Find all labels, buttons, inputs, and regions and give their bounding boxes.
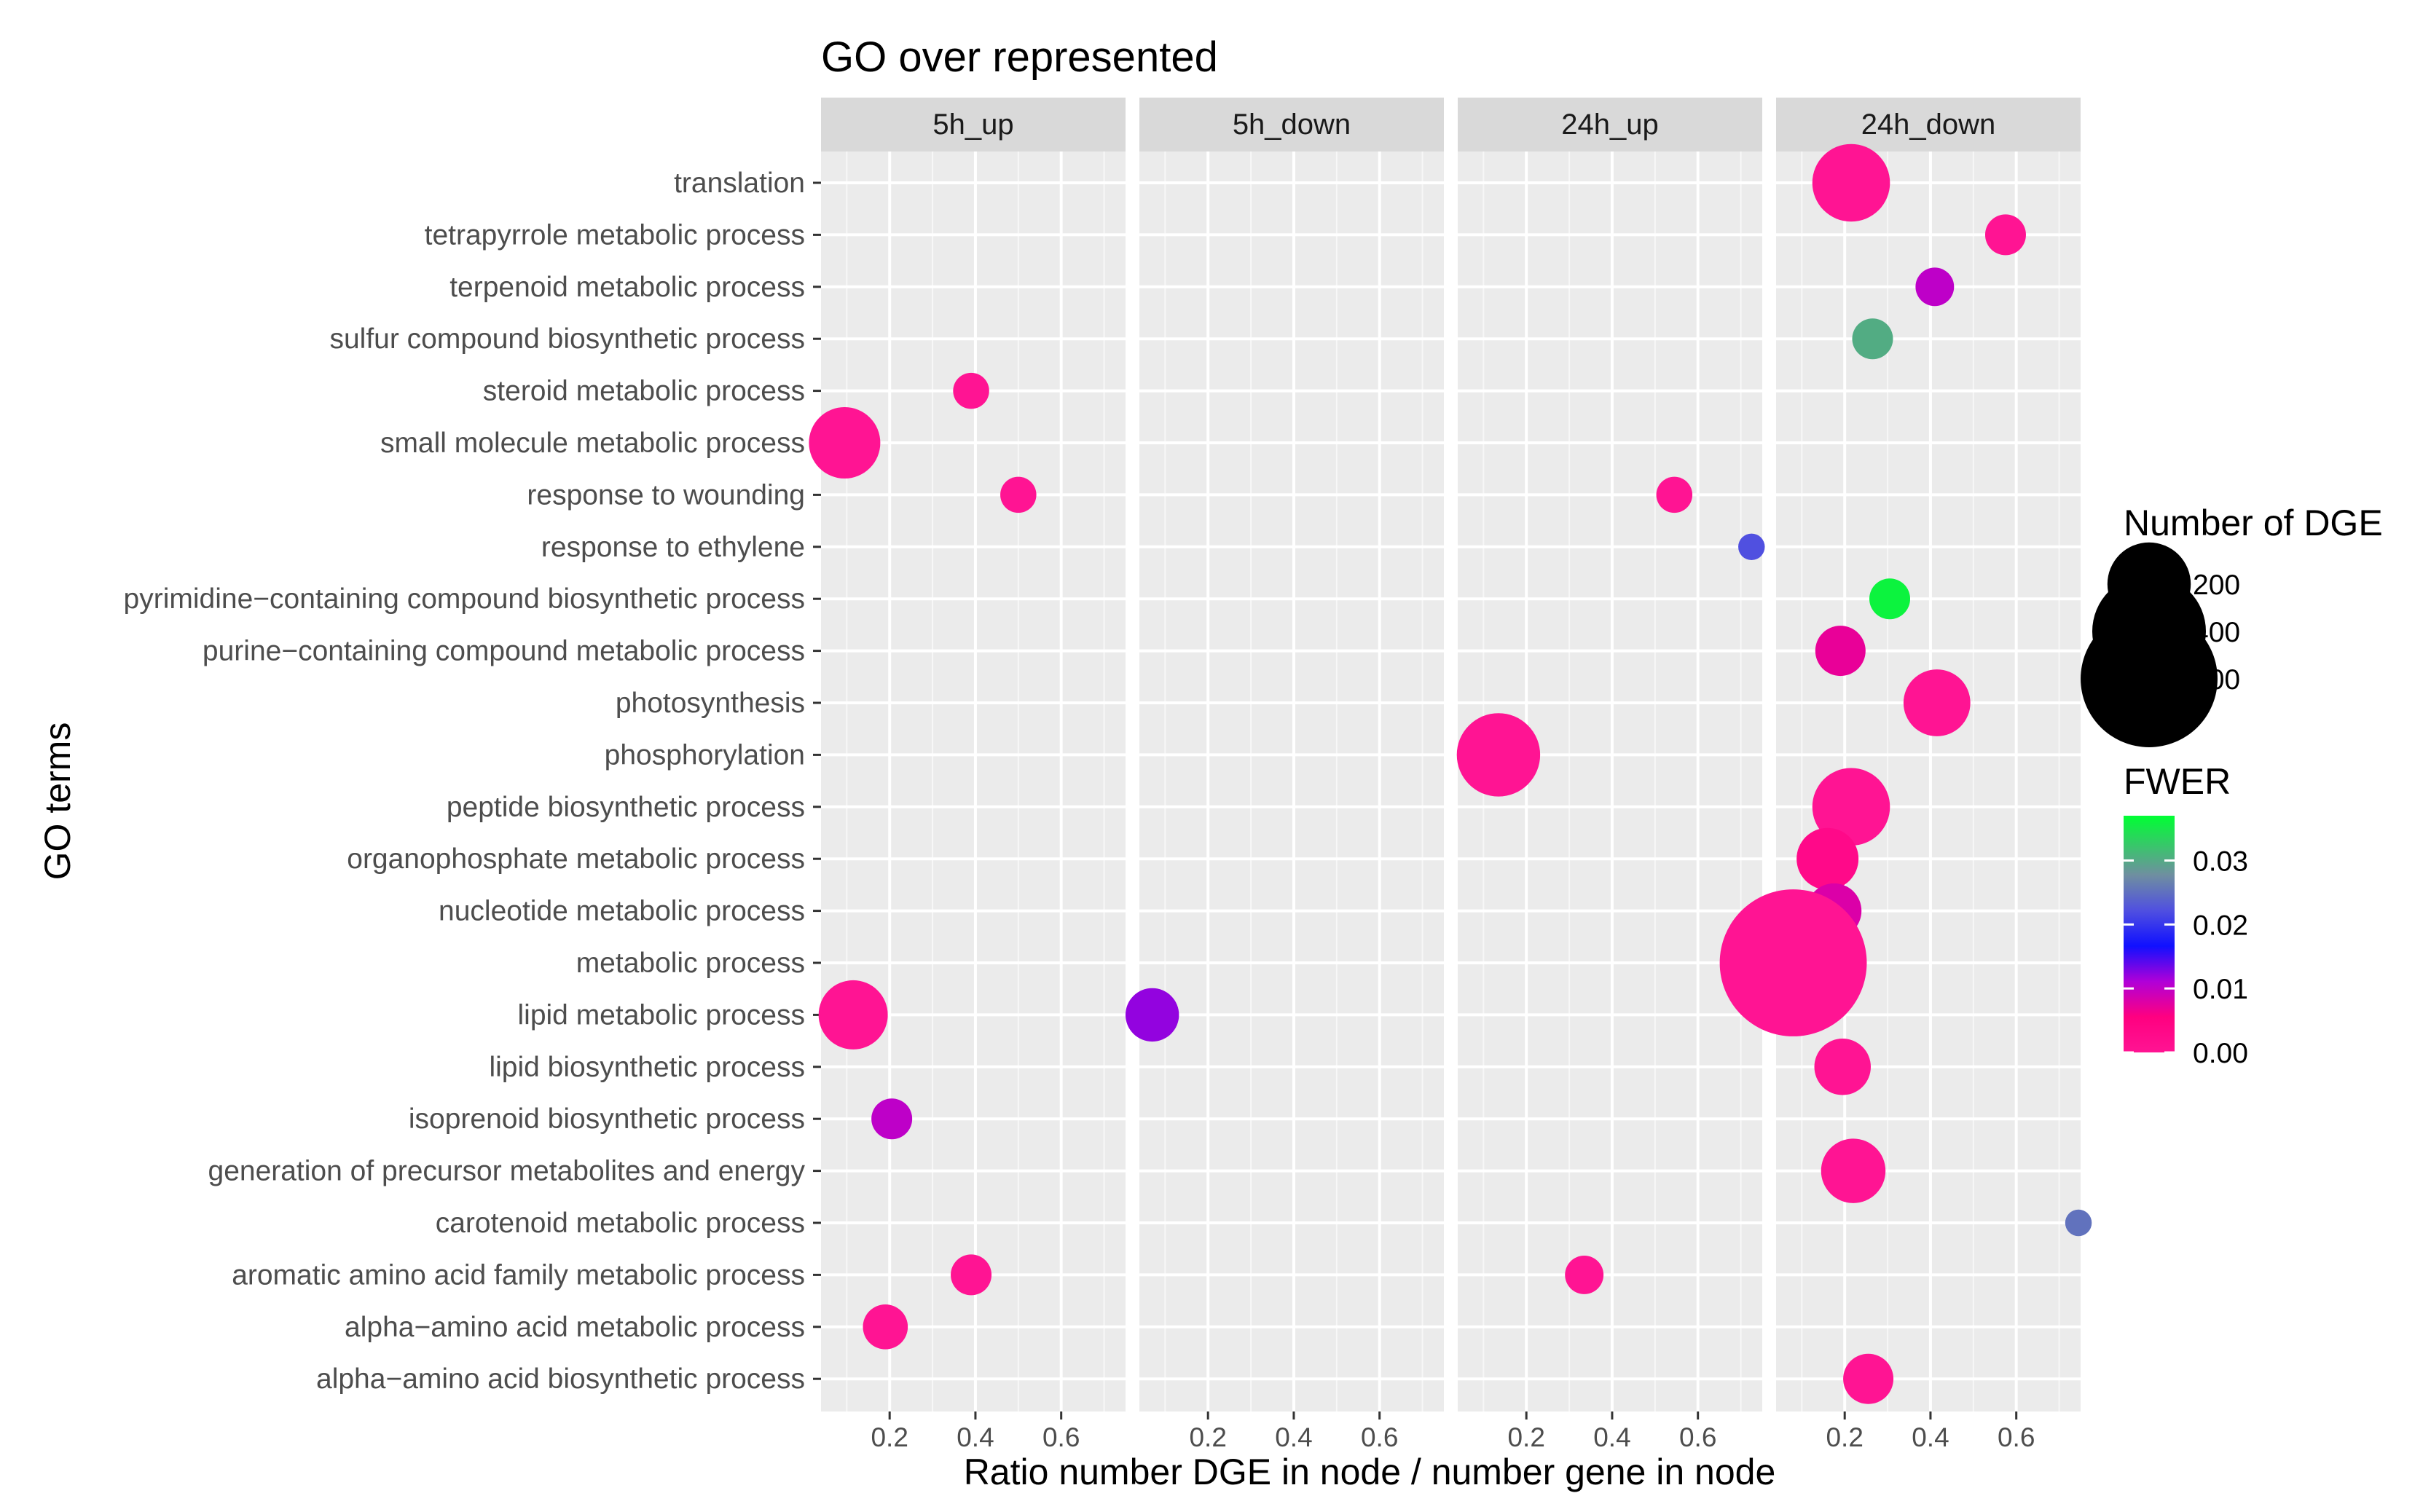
data-point bbox=[953, 372, 989, 409]
data-point bbox=[1869, 578, 1911, 620]
data-point bbox=[1821, 1138, 1886, 1203]
facet-strip bbox=[1776, 98, 2081, 151]
x-axis-tick-labels: 0.2 0.4 0.6 0.2 0.4 0.6 0.2 0.4 0.6 0.2 0.4 0.6 bbox=[871, 1411, 2035, 1452]
data-point bbox=[1812, 143, 1890, 222]
facet-strip bbox=[1458, 98, 1762, 151]
y-tick-label: alpha−amino acid biosynthetic process bbox=[316, 1363, 805, 1395]
facet-strip-label: 24h_down bbox=[1861, 109, 1996, 141]
x-tick-label: 0.6 bbox=[1679, 1422, 1716, 1452]
colorbar-tick-label: 0.01 bbox=[2193, 974, 2248, 1005]
facet-strip-label: 5h_up bbox=[932, 109, 1013, 141]
colorbar-tick-label: 0.00 bbox=[2193, 1038, 2248, 1069]
y-tick-label: steroid metabolic process bbox=[483, 376, 805, 407]
y-tick-label: pyrimidine−containing compound biosynthe… bbox=[124, 583, 805, 615]
data-point bbox=[1738, 533, 1765, 561]
y-tick-label: response to ethylene bbox=[541, 532, 805, 563]
x-tick-label: 0.4 bbox=[957, 1422, 994, 1452]
y-tick-label: aromatic amino acid family metabolic pro… bbox=[232, 1259, 805, 1291]
data-point bbox=[1000, 476, 1037, 513]
x-tick-label: 0.2 bbox=[1507, 1422, 1544, 1452]
data-point bbox=[818, 980, 888, 1050]
facet-panels: 5h_up 5h_down 24h_up 24h_down bbox=[821, 98, 2081, 1411]
facet-panel-background bbox=[1139, 151, 1444, 1411]
data-point bbox=[1814, 1039, 1872, 1095]
y-tick-label: purine−containing compound metabolic pro… bbox=[203, 636, 805, 667]
y-tick-label: small molecule metabolic process bbox=[380, 428, 805, 459]
data-point bbox=[951, 1254, 992, 1296]
color-legend: FWER 0.00 0.01 0.02 0.03 bbox=[2124, 761, 2248, 1069]
data-point bbox=[863, 1304, 908, 1350]
facet-strip bbox=[1139, 98, 1444, 151]
y-tick-label: alpha−amino acid metabolic process bbox=[345, 1312, 805, 1343]
y-axis-tick-labels: translation tetrapyrrole metabolic proces… bbox=[124, 168, 821, 1395]
x-tick-label: 0.4 bbox=[1593, 1422, 1630, 1452]
data-point bbox=[1565, 1255, 1604, 1294]
x-tick-label: 0.4 bbox=[1275, 1422, 1312, 1452]
x-tick-label: 0.6 bbox=[1361, 1422, 1398, 1452]
data-point bbox=[871, 1098, 913, 1140]
x-tick-label: 0.2 bbox=[871, 1422, 908, 1452]
data-point bbox=[1796, 827, 1859, 890]
y-tick-label: carotenoid metabolic process bbox=[436, 1208, 805, 1239]
x-tick-label: 0.6 bbox=[1998, 1422, 2035, 1452]
y-tick-label: lipid metabolic process bbox=[517, 999, 805, 1031]
y-axis-title: GO terms bbox=[37, 722, 78, 881]
x-tick-label: 0.4 bbox=[1912, 1422, 1949, 1452]
y-tick-label: phosphorylation bbox=[605, 739, 805, 771]
facet-strip-label: 24h_up bbox=[1561, 109, 1658, 141]
size-legend-label: 600 bbox=[2193, 664, 2240, 696]
y-tick-label: isoprenoid biosynthetic process bbox=[409, 1103, 805, 1135]
y-tick-label: translation bbox=[674, 168, 805, 199]
x-tick-label: 0.2 bbox=[1826, 1422, 1863, 1452]
x-axis-title: Ratio number DGE in node / number gene i… bbox=[964, 1452, 1776, 1492]
data-point bbox=[1812, 768, 1890, 846]
y-tick-label: metabolic process bbox=[576, 948, 805, 979]
y-tick-label: tetrapyrrole metabolic process bbox=[425, 219, 805, 251]
data-point bbox=[1656, 476, 1693, 513]
y-tick-label: sulfur compound biosynthetic process bbox=[329, 323, 805, 355]
data-point bbox=[2065, 1209, 2092, 1237]
data-point bbox=[1125, 988, 1179, 1042]
facet-panel-24h_down: 24h_down bbox=[1776, 98, 2081, 1411]
data-point bbox=[1903, 669, 1971, 736]
y-tick-label: photosynthesis bbox=[616, 688, 805, 719]
size-legend-key bbox=[2081, 610, 2218, 747]
color-legend-title: FWER bbox=[2124, 761, 2231, 802]
data-point bbox=[1456, 713, 1541, 797]
data-point bbox=[809, 406, 881, 479]
y-tick-label: nucleotide metabolic process bbox=[439, 896, 805, 927]
facet-panel-5h_down: 5h_down bbox=[1139, 98, 1444, 1411]
y-tick-label: generation of precursor metabolites and … bbox=[208, 1156, 806, 1187]
data-points bbox=[809, 143, 2092, 1404]
data-point bbox=[1852, 318, 1893, 360]
x-tick-label: 0.2 bbox=[1189, 1422, 1226, 1452]
y-tick-label: lipid biosynthetic process bbox=[489, 1052, 805, 1083]
facet-panel-5h_up: 5h_up bbox=[821, 98, 1126, 1411]
data-point bbox=[1719, 889, 1867, 1036]
x-tick-label: 0.6 bbox=[1042, 1422, 1080, 1452]
y-tick-label: peptide biosynthetic process bbox=[447, 792, 805, 823]
chart-title: GO over represented bbox=[821, 34, 1218, 81]
colorbar-tick-label: 0.03 bbox=[2193, 846, 2248, 877]
size-legend-title: Number of DGE bbox=[2124, 503, 2383, 543]
y-tick-label: terpenoid metabolic process bbox=[449, 272, 805, 303]
size-legend-label: 200 bbox=[2193, 570, 2240, 601]
data-point bbox=[1915, 267, 1955, 307]
data-point bbox=[1843, 1353, 1894, 1404]
y-tick-label: response to wounding bbox=[527, 479, 805, 511]
colorbar-tick-label: 0.02 bbox=[2193, 910, 2248, 941]
data-point bbox=[1815, 626, 1866, 677]
facet-panel-background bbox=[821, 151, 1126, 1411]
fwer-colorbar bbox=[2124, 816, 2175, 1052]
facet-strip bbox=[821, 98, 1126, 151]
facet-strip-label: 5h_down bbox=[1233, 109, 1351, 141]
data-point bbox=[1984, 214, 2026, 256]
y-tick-label: organophosphate metabolic process bbox=[347, 843, 805, 875]
